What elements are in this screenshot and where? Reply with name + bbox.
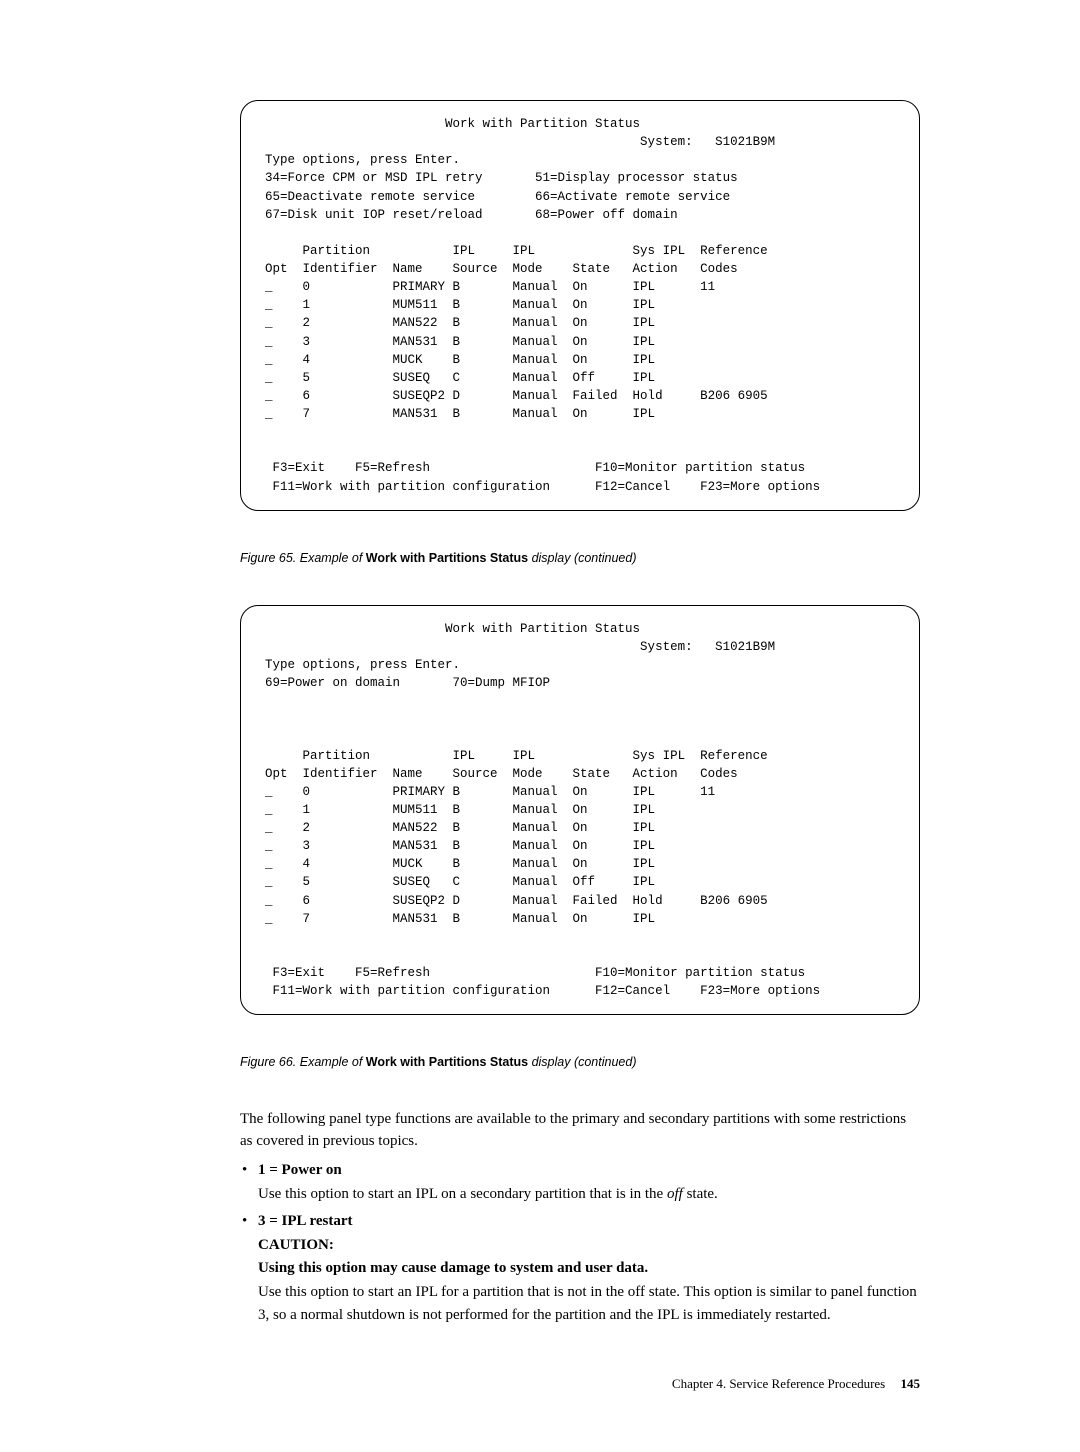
fig-bold: Work with Partitions Status: [366, 551, 528, 565]
intro-paragraph: The following panel type functions are a…: [240, 1109, 920, 1153]
caution-heading: CAUTION:: [258, 1234, 920, 1257]
caution-text: Using this option may cause damage to sy…: [258, 1257, 920, 1280]
item-body: Use this option to start an IPL for a pa…: [258, 1281, 920, 1326]
item-body: Use this option to start an IPL on a sec…: [258, 1183, 920, 1206]
footer-page: 145: [901, 1376, 921, 1391]
fig-pre: Example of: [300, 551, 363, 565]
page: Work with Partition Status System: S1021…: [0, 0, 1080, 1452]
fig-post: display (continued): [532, 1055, 637, 1069]
page-footer: Chapter 4. Service Reference Procedures …: [240, 1376, 920, 1392]
text: state.: [683, 1186, 718, 1202]
figure-65-caption: Figure 65. Example of Work with Partitio…: [240, 551, 920, 565]
terminal-figure-66: Work with Partition Status System: S1021…: [240, 605, 920, 1016]
text: Use this option to start an IPL on a sec…: [258, 1186, 667, 1202]
list-item: 3 = IPL restart CAUTION: Using this opti…: [240, 1210, 920, 1327]
item-title: 1 = Power on: [258, 1159, 920, 1182]
fig-num: Figure 65.: [240, 551, 296, 565]
footer-chapter: Chapter 4. Service Reference Procedures: [672, 1376, 885, 1391]
fig-num: Figure 66.: [240, 1055, 296, 1069]
emph: off: [667, 1186, 683, 1202]
list-item: 1 = Power on Use this option to start an…: [240, 1159, 920, 1206]
terminal-figure-65: Work with Partition Status System: S1021…: [240, 100, 920, 511]
fig-bold: Work with Partitions Status: [366, 1055, 528, 1069]
fig-post: display (continued): [532, 551, 637, 565]
figure-66-caption: Figure 66. Example of Work with Partitio…: [240, 1055, 920, 1069]
fig-pre: Example of: [300, 1055, 363, 1069]
item-title: 3 = IPL restart: [258, 1210, 920, 1233]
function-list: 1 = Power on Use this option to start an…: [240, 1159, 920, 1327]
